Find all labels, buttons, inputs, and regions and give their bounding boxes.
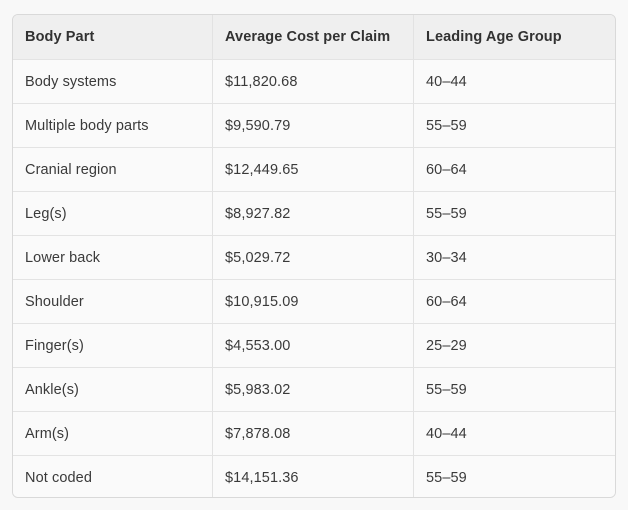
table-header-row: Body Part Average Cost per Claim Leading… [13, 15, 615, 59]
table-row: Finger(s) $4,553.00 25–29 [13, 323, 615, 367]
table-row: Multiple body parts $9,590.79 55–59 [13, 103, 615, 147]
cell-age-group: 60–64 [413, 148, 615, 191]
cell-age-group: 40–44 [413, 412, 615, 455]
cell-body-part: Ankle(s) [25, 381, 79, 398]
table-row: Leg(s) $8,927.82 55–59 [13, 191, 615, 235]
cell-age-group: 55–59 [413, 192, 615, 235]
cell-avg-cost: $5,029.72 [212, 236, 413, 279]
cell-avg-cost: $7,878.08 [212, 412, 413, 455]
table-row: Arm(s) $7,878.08 40–44 [13, 411, 615, 455]
cell-age-group: 60–64 [413, 280, 615, 323]
cell-avg-cost: $14,151.36 [212, 456, 413, 497]
cell-avg-cost: $5,983.02 [212, 368, 413, 411]
cell-age-group: 55–59 [413, 104, 615, 147]
column-header-average-cost: Average Cost per Claim [212, 15, 413, 59]
cell-age-group: 55–59 [413, 368, 615, 411]
cell-avg-cost: $10,915.09 [212, 280, 413, 323]
cell-body-part: Body systems [25, 73, 117, 90]
cell-avg-cost: $12,449.65 [212, 148, 413, 191]
table-row: Shoulder $10,915.09 60–64 [13, 279, 615, 323]
cell-avg-cost: $9,590.79 [212, 104, 413, 147]
column-header-body-part: Body Part [25, 29, 95, 45]
cell-body-part: Multiple body parts [25, 117, 149, 134]
cell-body-part: Cranial region [25, 161, 117, 178]
cell-body-part: Lower back [25, 249, 101, 266]
cell-body-part: Arm(s) [25, 425, 70, 442]
cell-body-part: Not coded [25, 469, 92, 486]
cell-body-part: Leg(s) [25, 205, 67, 222]
cell-age-group: 40–44 [413, 60, 615, 103]
table-row: Body systems $11,820.68 40–44 [13, 59, 615, 103]
table-row: Cranial region $12,449.65 60–64 [13, 147, 615, 191]
column-header-leading-age: Leading Age Group [413, 15, 615, 59]
cell-age-group: 25–29 [413, 324, 615, 367]
cell-avg-cost: $8,927.82 [212, 192, 413, 235]
cell-body-part: Finger(s) [25, 337, 84, 354]
cell-age-group: 30–34 [413, 236, 615, 279]
cell-body-part: Shoulder [25, 293, 84, 310]
table-row: Ankle(s) $5,983.02 55–59 [13, 367, 615, 411]
claims-data-table: Body Part Average Cost per Claim Leading… [12, 14, 616, 498]
cell-age-group: 55–59 [413, 456, 615, 497]
cell-avg-cost: $4,553.00 [212, 324, 413, 367]
cell-avg-cost: $11,820.68 [212, 60, 413, 103]
table-row: Lower back $5,029.72 30–34 [13, 235, 615, 279]
table-row: Not coded $14,151.36 55–59 [13, 455, 615, 497]
